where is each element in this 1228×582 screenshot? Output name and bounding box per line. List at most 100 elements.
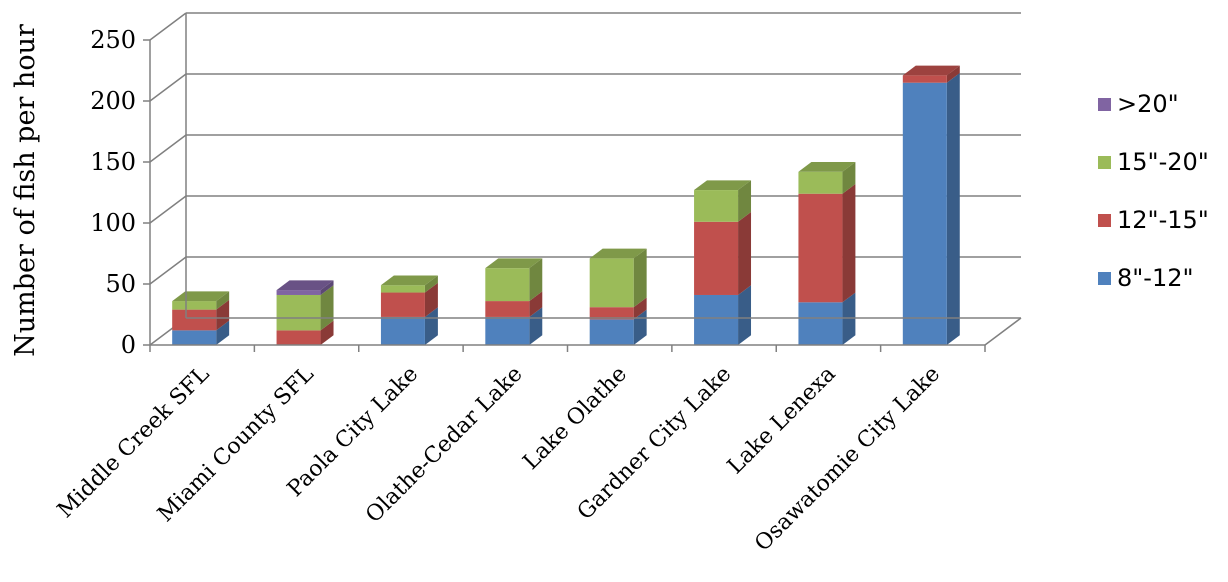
bar-top-face: [902, 65, 960, 76]
bar-front-face: [172, 330, 217, 345]
bar-front-face: [589, 258, 634, 308]
bar-segment: [380, 275, 438, 293]
x-tick-label: Lake Lenexa: [723, 362, 841, 480]
legend-label: 12"-15": [1117, 206, 1209, 234]
bar-front-face: [276, 290, 321, 295]
bar-segment: [798, 162, 856, 194]
legend-item: 12"-15": [1098, 206, 1209, 234]
bar-segment: [694, 285, 752, 345]
bar-top-face: [485, 258, 543, 269]
bar-side-face: [216, 299, 230, 331]
legend-label: 15"-20": [1117, 148, 1209, 176]
bar-segment: [694, 180, 752, 222]
bar-side-face: [529, 307, 543, 345]
bar-side-face: [320, 280, 334, 295]
bar-front-face: [902, 82, 947, 345]
bar-segment: [276, 320, 334, 345]
bar-segment: [902, 65, 960, 83]
bar-side-face: [842, 292, 856, 345]
bar-side-face: [842, 184, 856, 303]
bar-side-face: [946, 65, 960, 83]
bar-front-face: [276, 330, 321, 345]
bar-segment: [172, 299, 230, 331]
bar-side-face: [320, 320, 334, 345]
legend-swatch: [1098, 214, 1111, 227]
bar-segment: [485, 307, 543, 345]
bar-segment: [276, 280, 334, 295]
bar-side-face: [216, 291, 230, 310]
bar-side-face: [529, 291, 543, 317]
bar-segment: [589, 248, 647, 308]
bar-segment: [485, 291, 543, 317]
legend-swatch: [1098, 98, 1111, 111]
bar-front-face: [902, 75, 947, 83]
bar-side-face: [633, 297, 647, 320]
bar-side-face: [424, 275, 438, 293]
bar-side-face: [738, 285, 752, 345]
bar-side-face: [320, 285, 334, 331]
bar-top-face: [276, 280, 334, 291]
bar-front-face: [694, 294, 739, 345]
bar-front-face: [798, 193, 843, 303]
bar-front-face: [798, 171, 843, 194]
gridline-diagonal: [149, 256, 187, 285]
bar-top-face: [694, 180, 752, 191]
bar-front-face: [485, 316, 530, 345]
y-tick-label: 150: [90, 148, 136, 176]
bar-side-face: [842, 162, 856, 194]
y-tick-label: 0: [121, 331, 136, 359]
bar-front-face: [380, 285, 425, 293]
legend-swatch: [1098, 156, 1111, 169]
bar-front-face: [172, 301, 217, 310]
bar-segment: [798, 184, 856, 303]
bar-side-face: [738, 212, 752, 295]
legend-swatch: [1098, 272, 1111, 285]
bar-front-face: [589, 307, 634, 320]
gridline-diagonal: [149, 73, 187, 102]
bar-front-face: [276, 294, 321, 331]
bar-side-face: [946, 72, 960, 345]
bar-side-face: [633, 248, 647, 308]
gridline-diagonal: [149, 134, 187, 163]
y-tick-label: 100: [90, 209, 136, 237]
bar-segment: [276, 285, 334, 331]
bar-front-face: [485, 268, 530, 302]
bar-segment: [694, 212, 752, 295]
gridline-diagonal: [149, 12, 187, 41]
y-tick-label: 200: [90, 87, 136, 115]
bar-front-face: [485, 301, 530, 317]
gridline-diagonal: [149, 195, 187, 224]
bar-side-face: [738, 180, 752, 222]
bar-front-face: [380, 316, 425, 345]
legend-item: 8"-12": [1098, 264, 1194, 292]
bar-side-face: [424, 282, 438, 317]
bar-top-face: [380, 275, 438, 286]
bar-segment: [798, 292, 856, 345]
bar-segment: [380, 307, 438, 345]
bar-segment: [589, 297, 647, 320]
legend-label: 8"-12": [1117, 264, 1194, 292]
bar-side-face: [216, 320, 230, 345]
bar-front-face: [694, 190, 739, 222]
bar-front-face: [798, 302, 843, 345]
x-tick-label: Lake Olathe: [519, 362, 632, 475]
y-axis-title: Number of fish per hour: [10, 24, 41, 357]
bar-top-face: [589, 248, 647, 259]
bar-front-face: [172, 309, 217, 331]
bar-segment: [902, 72, 960, 345]
legend-item: >20": [1098, 90, 1179, 118]
y-tick-label: 50: [105, 270, 136, 298]
bar-front-face: [380, 292, 425, 317]
bar-side-face: [529, 258, 543, 302]
x-tick-label: Osawatomie City Lake: [750, 362, 945, 557]
bar-front-face: [694, 221, 739, 295]
y-tick-label: 250: [90, 26, 136, 54]
bar-side-face: [424, 307, 438, 345]
legend-item: 15"-20": [1098, 148, 1209, 176]
bar-segment: [485, 258, 543, 302]
bar-segment: [380, 282, 438, 317]
floor-right-edge: [984, 317, 1022, 346]
bar-segment: [172, 320, 230, 345]
